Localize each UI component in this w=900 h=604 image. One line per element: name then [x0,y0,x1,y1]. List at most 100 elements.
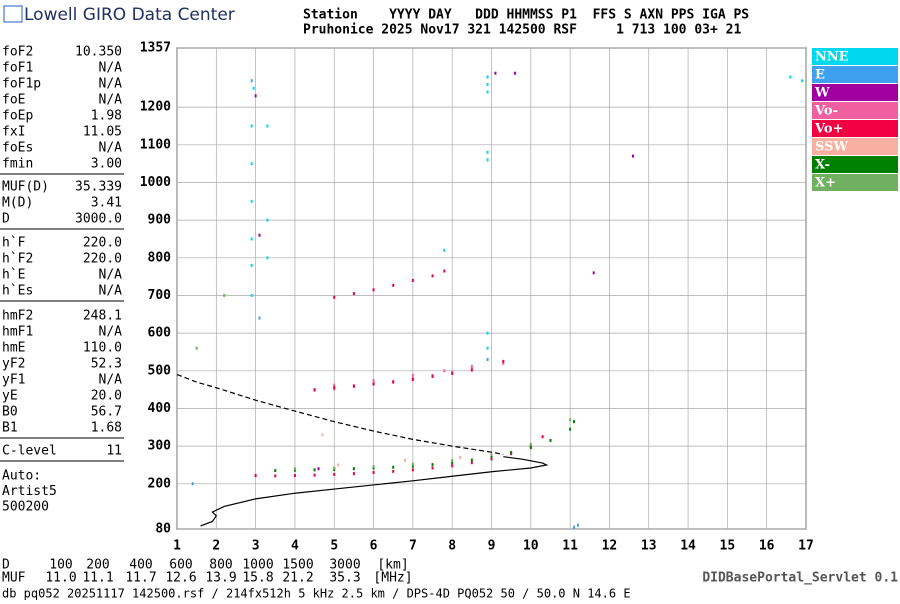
echo-point [451,458,454,462]
echo-point [470,367,473,371]
param-label: hmF1 [2,325,33,340]
echo-point [266,124,269,128]
y-tick-label: 80 [155,522,171,537]
param-value: 1.68 [91,421,122,436]
scaling: Artist5 [2,484,57,499]
muf-unit: [MHz] [373,571,412,586]
legend-label: W [814,86,830,101]
echo-point [486,75,489,79]
echo-point [632,154,635,158]
echo-point [250,79,253,83]
d-value: 200 [86,558,109,573]
echo-point [258,316,261,320]
echo-point [529,442,532,446]
echo-point [254,474,257,478]
x-tick-label: 6 [370,539,378,554]
echo-point [250,263,253,267]
d-value: 800 [209,558,232,573]
param-value: 110.0 [83,341,122,356]
y-tick-label: 900 [148,213,172,228]
logo-icon [3,5,23,23]
y-tick-label: 300 [148,439,172,454]
legend-label: X- [815,158,830,173]
echo-point [486,331,489,335]
echo-point [592,271,595,275]
x-tick-label: 9 [488,539,496,554]
param-label: M(D) [2,196,33,211]
echo-point [404,458,407,462]
echo-point [502,359,505,363]
param-value: N/A [99,77,123,92]
header-line: Pruhonice 2025 Nov17 321 142500 RSF 1 71… [303,23,741,38]
param-label: C-level [2,444,57,459]
x-tick-label: 8 [448,539,456,554]
echo-point [333,467,336,471]
echo-point [313,468,316,472]
param-label: h`E [2,268,25,283]
echo-point [494,71,497,75]
x-tick-label: 17 [798,539,814,554]
echo-point [451,371,454,375]
echo-point [411,468,414,472]
d-value: 1500 [282,558,313,573]
x-tick-label: 16 [759,539,775,554]
param-label: foF1 [2,61,33,76]
echo-point [443,269,446,273]
echo-point [372,379,375,383]
echo-point [443,369,446,373]
echo-point [529,444,532,448]
y-tick-label: 500 [148,363,172,378]
legend-label: Vo+ [814,122,843,137]
echo-point [352,467,355,471]
param-label: h`Es [2,284,33,299]
param-value: 3.00 [91,157,122,172]
echo-point [313,473,316,477]
d-value: 3000 [329,558,360,573]
param-value: 3.41 [91,196,122,211]
x-tick-label: 3 [252,539,260,554]
param-value: 35.339 [75,180,122,195]
param-label: foEs [2,141,33,156]
echo-point [451,461,454,465]
echo-point [333,466,336,470]
param-label: B0 [2,405,18,420]
echo-point [250,124,253,128]
echo-point [470,461,473,465]
param-value: 11.05 [83,125,122,140]
echo-point [293,467,296,471]
echo-point [431,274,434,278]
echo-point [333,383,336,387]
muf-value: 11.7 [125,571,156,586]
muf-label: MUF [2,571,26,586]
echo-point [490,457,493,461]
echo-point [569,418,572,422]
y-tick-label: 1200 [140,100,171,115]
d-value: 1000 [242,558,273,573]
echo-point [313,388,316,392]
echo-point [266,256,269,260]
y-tick-label: 1100 [140,137,171,152]
echo-point [486,346,489,350]
echo-point [486,90,489,94]
echo-point [392,465,395,469]
legend-label: X+ [815,176,836,191]
legend-label: E [815,68,825,83]
echo-point [195,346,198,350]
echo-point [431,374,434,378]
echo-point [250,293,253,297]
param-label: h`F2 [2,252,33,267]
param-value: N/A [99,284,123,299]
echo-point [411,377,414,381]
muf-value: 35.3 [329,571,360,586]
echo-point [352,384,355,388]
profile-line [176,374,504,456]
d-unit: [km] [377,558,408,573]
echo-point [337,463,340,467]
logo: Lowell GIRO Data Center [24,5,235,25]
param-value: N/A [99,325,123,340]
echo-point [352,292,355,296]
param-label: h`F [2,236,26,251]
legend-label: NNE [815,50,849,65]
y-tick-label: 1000 [140,175,171,190]
legend-swatch [812,66,898,83]
